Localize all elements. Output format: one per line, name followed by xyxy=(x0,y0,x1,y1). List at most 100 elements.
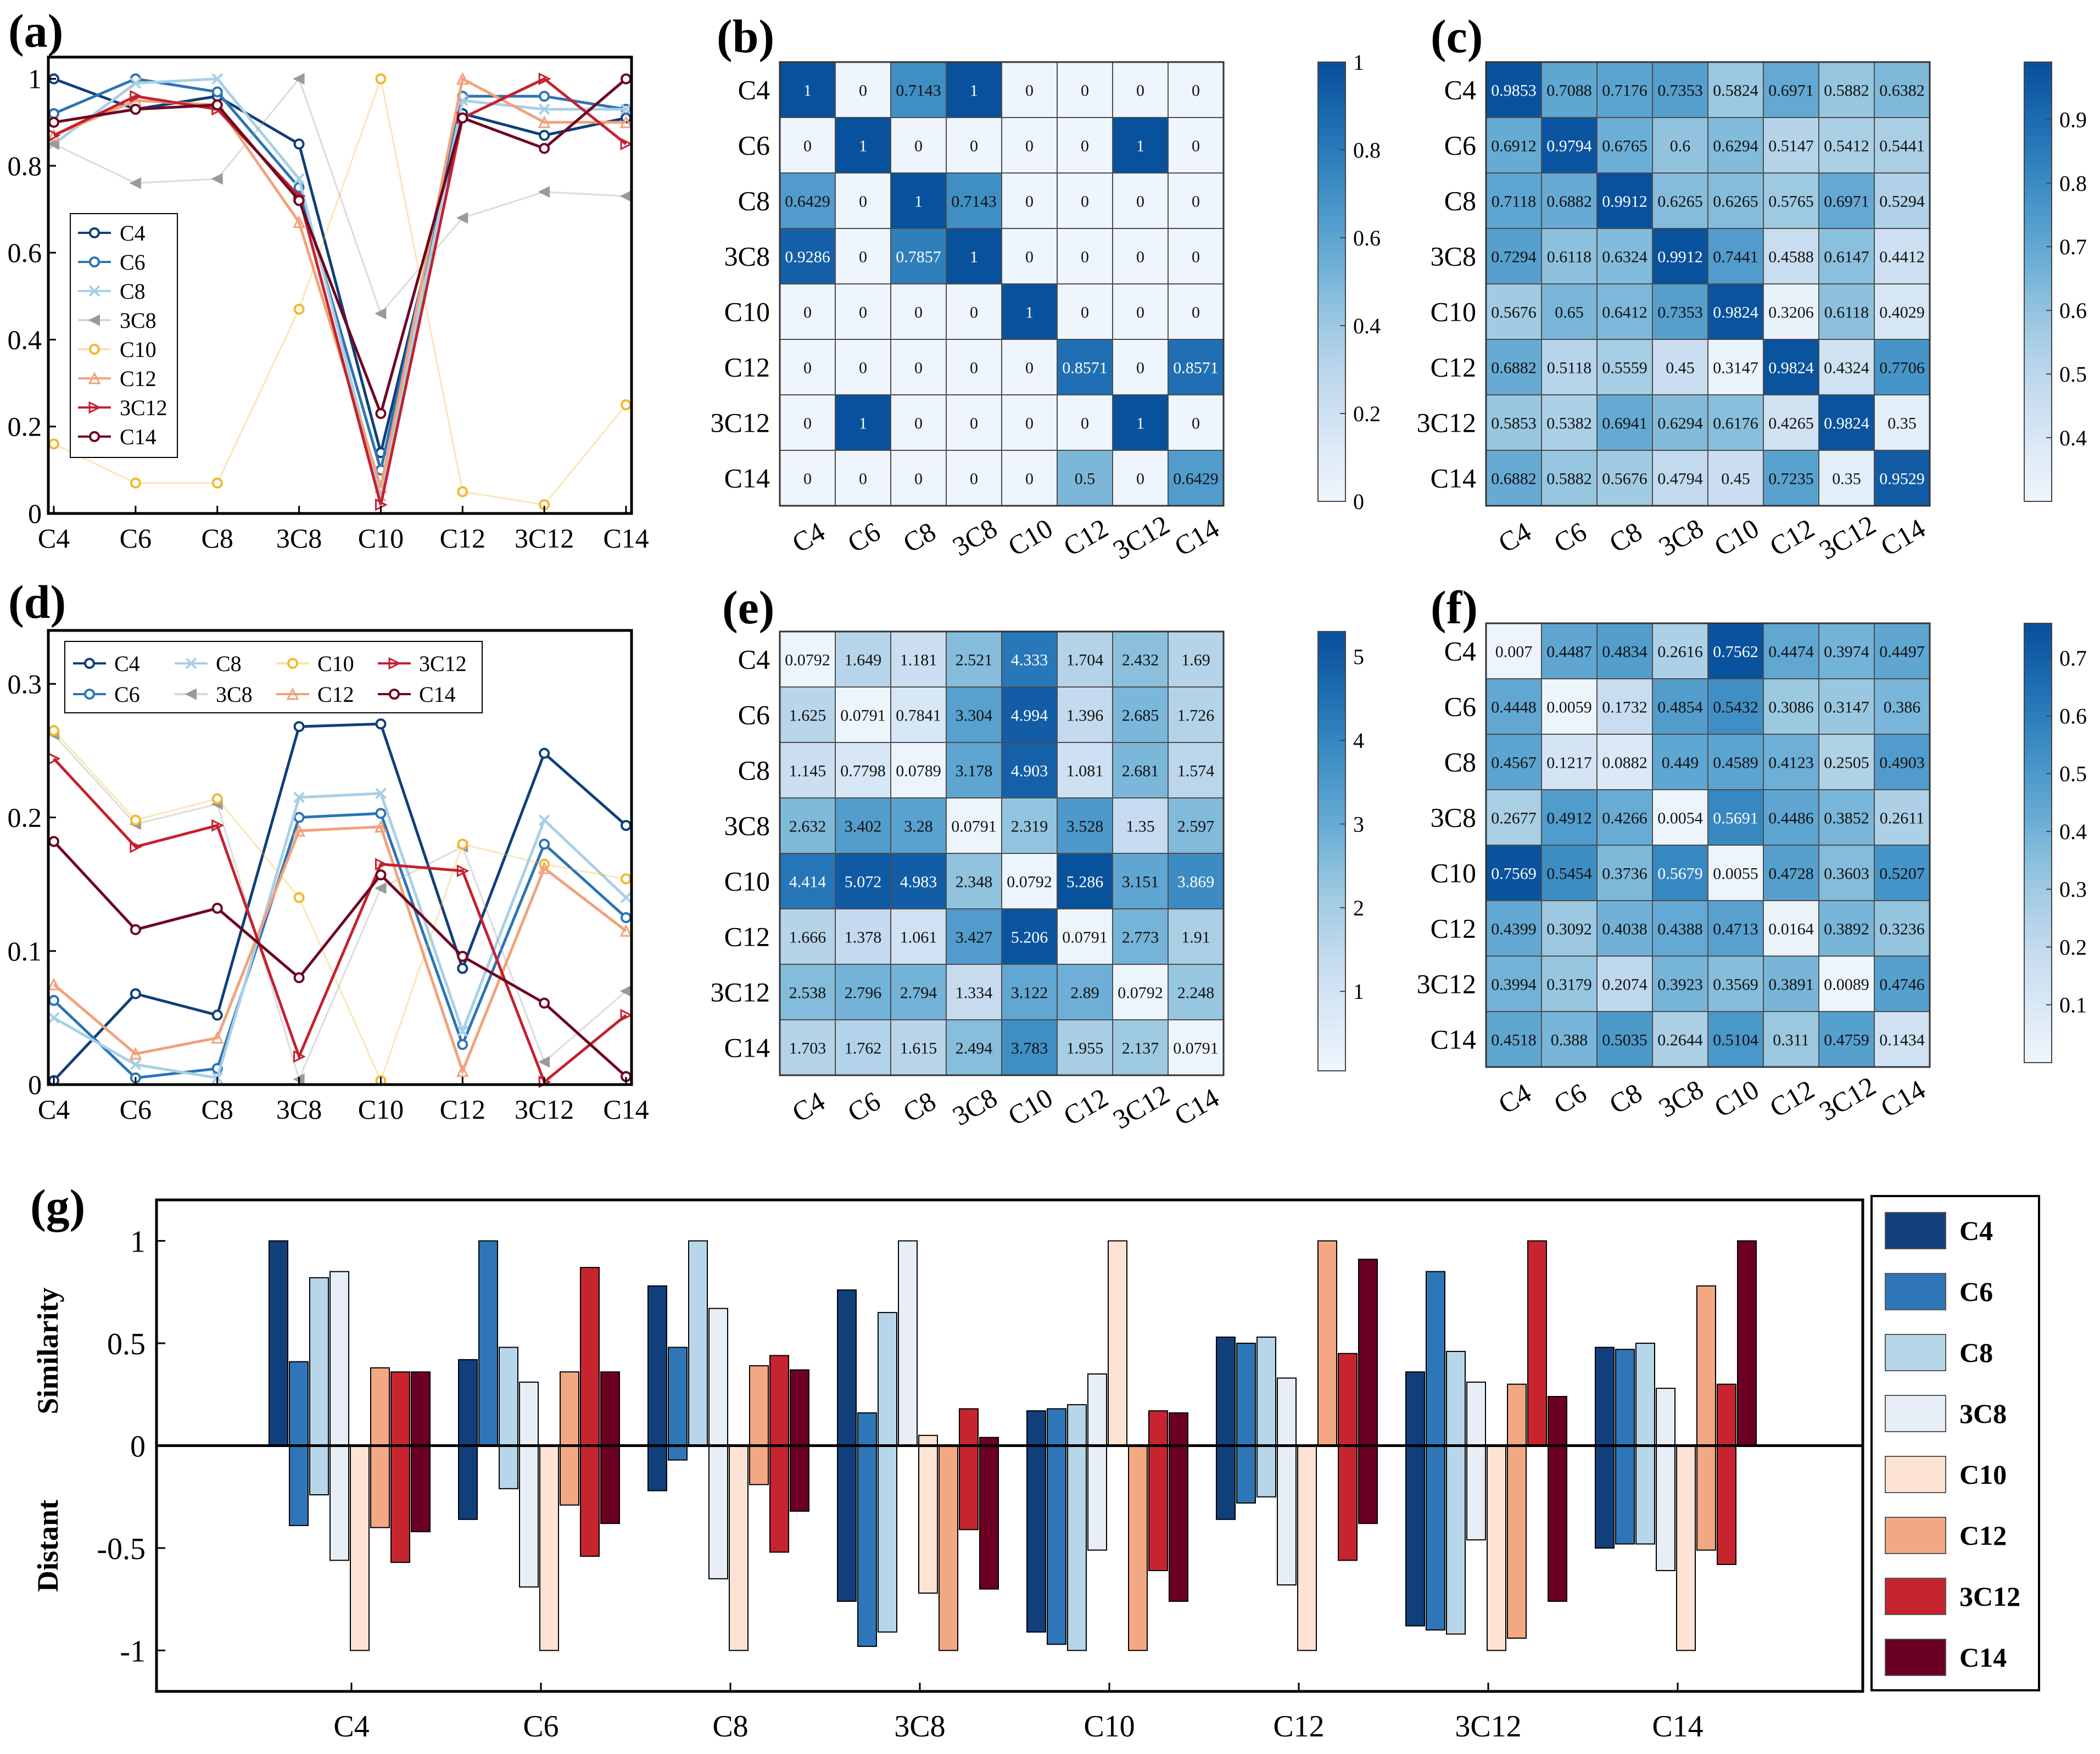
heatmap-cell xyxy=(1707,1011,1764,1068)
heatmap-cell-value: 0.6294 xyxy=(1713,137,1758,155)
legend-label: C6 xyxy=(1959,1276,1993,1307)
heatmap-cell-value: 5.072 xyxy=(845,873,882,891)
bar-negative-C4 xyxy=(1595,1445,1615,1549)
heatmap-cell xyxy=(1652,283,1708,340)
bar-negative-C10 xyxy=(1676,1445,1696,1651)
legend-label: C6 xyxy=(120,250,146,275)
colorbar-segment xyxy=(1318,661,1345,669)
legend-label: 3C8 xyxy=(216,682,253,707)
heatmap-cell xyxy=(1818,1011,1875,1068)
colorbar-segment xyxy=(1318,763,1345,772)
col-label: 3C8 xyxy=(947,512,1002,562)
heatmap-cell xyxy=(1652,172,1708,229)
heatmap-cell-value: 0 xyxy=(1081,82,1089,100)
x-tick-label: C6 xyxy=(120,1094,152,1125)
heatmap-cell-value: 4.414 xyxy=(789,873,826,891)
heatmap-frame xyxy=(779,61,1225,507)
colorbar-segment xyxy=(2024,747,2052,756)
plot-frame xyxy=(47,629,633,1086)
heatmap-cell-value: 0.4412 xyxy=(1879,248,1925,266)
marker-C14 xyxy=(211,902,223,914)
panel-a-line-chart: 0 0.2 0.4 0.6 0.8 1 C4 C6 C8 3C8 C10 C12 3C12 C14 C4 C6… xyxy=(8,55,649,554)
bar-positive-C12 xyxy=(370,1367,390,1446)
marker-3C12 xyxy=(538,72,551,85)
row-label: C14 xyxy=(1431,463,1476,494)
heatmap-cell xyxy=(890,964,947,1020)
x-tick-label: 3C8 xyxy=(894,1710,945,1744)
colorbar-segment xyxy=(2024,923,2052,931)
bar-negative-C8 xyxy=(309,1445,329,1495)
heatmap-cell-value: 0.3923 xyxy=(1657,976,1703,994)
heatmap-cell-value: 0.6 xyxy=(1670,137,1691,155)
legend-label: C10 xyxy=(120,337,157,362)
colorbar-frame xyxy=(2024,62,2052,502)
marker-3C8 xyxy=(211,172,223,185)
heatmap-cell xyxy=(835,117,891,174)
colorbar-segment xyxy=(1318,1005,1345,1013)
legend-box xyxy=(64,641,483,713)
colorbar-tick-label: 0.8 xyxy=(1353,138,1381,163)
heatmap-cell xyxy=(1874,900,1930,957)
heatmap-cell-value: 0.7353 xyxy=(1657,82,1703,100)
bar-negative-C12 xyxy=(939,1445,958,1651)
x-tick-label: 3C12 xyxy=(515,523,574,554)
bar-positive-3C8 xyxy=(1277,1377,1297,1446)
heatmap-cell-value: 0 xyxy=(1192,248,1200,266)
series-line-C12 xyxy=(53,825,627,1075)
col-label: C4 xyxy=(1493,516,1537,558)
bar-positive-3C12 xyxy=(1338,1353,1358,1446)
marker-C8 xyxy=(375,787,387,800)
colorbar-segment xyxy=(2024,457,2052,466)
heatmap-cell-value: 0.5412 xyxy=(1824,137,1869,155)
y-tick-label: 0 xyxy=(130,1430,146,1464)
heatmap-cell xyxy=(1818,283,1875,340)
row-label: C14 xyxy=(724,1032,770,1063)
y-tick-label: 0 xyxy=(28,1069,42,1100)
colorbar-segment xyxy=(2024,223,2052,231)
heatmap-cell-value: 0.6118 xyxy=(1547,248,1591,266)
colorbar-segment xyxy=(1318,727,1345,735)
heatmap-cell-value: 0.7088 xyxy=(1546,82,1592,100)
bar-positive-C6 xyxy=(1047,1408,1066,1446)
y-tick-label: 0.6 xyxy=(8,237,42,268)
heatmap-cell-value: 0.4038 xyxy=(1602,920,1647,939)
heatmap-cell xyxy=(1485,956,1542,1012)
heatmap-cell-value: 0.4266 xyxy=(1602,809,1647,828)
heatmap-cell-value: 0.4713 xyxy=(1713,920,1758,939)
heatmap-cell-value: 0.6294 xyxy=(1657,415,1703,433)
heatmap-cell-value: 0.4448 xyxy=(1491,699,1537,717)
marker-C8 xyxy=(620,892,632,903)
col-label: 3C12 xyxy=(1814,509,1881,566)
col-label: C6 xyxy=(1549,516,1592,558)
row-label: 3C8 xyxy=(1431,241,1476,272)
marker-C8 xyxy=(211,73,224,85)
heatmap-cell xyxy=(1652,900,1708,957)
heatmap-cell-value: 2.632 xyxy=(789,818,826,836)
legend-swatch-C10 xyxy=(1885,1456,1946,1493)
heatmap-cell xyxy=(946,283,1002,340)
col-label: C10 xyxy=(1003,512,1058,562)
bar-positive-C14 xyxy=(1358,1259,1378,1446)
heatmap-cell xyxy=(890,797,947,854)
heatmap-cell-value: 2.432 xyxy=(1122,651,1159,669)
colorbar-segment xyxy=(1318,84,1345,92)
series-line-C14 xyxy=(53,77,627,418)
colorbar-segment xyxy=(1318,318,1345,326)
bar-negative-C12 xyxy=(370,1445,390,1528)
colorbar-segment xyxy=(1318,953,1345,962)
heatmap-cell-value: 0.5294 xyxy=(1879,193,1925,211)
heatmap-cell-value: 0.3086 xyxy=(1768,699,1814,717)
heatmap-cell-value: 3.402 xyxy=(845,818,882,836)
bar-negative-C4 xyxy=(837,1445,857,1602)
bar-positive-C8 xyxy=(1256,1336,1276,1446)
colorbar-segment xyxy=(1318,1041,1345,1049)
colorbar-tick-label: 3 xyxy=(1353,812,1364,836)
colorbar-segment xyxy=(2024,835,2052,844)
x-tick-label: C4 xyxy=(38,1094,70,1125)
series-line-3C12 xyxy=(53,77,627,505)
colorbar-segment xyxy=(2024,660,2052,668)
heatmap-cell xyxy=(1818,900,1875,957)
heatmap-cell xyxy=(1707,678,1764,735)
series-line-C10 xyxy=(53,75,627,506)
heatmap-cell-value: 0.1434 xyxy=(1879,1031,1925,1049)
